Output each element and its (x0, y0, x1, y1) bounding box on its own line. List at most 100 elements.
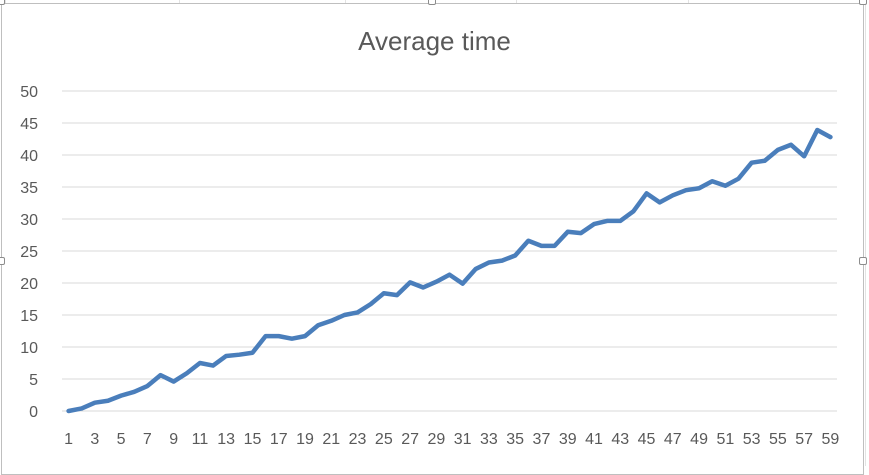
resize-handle-top-right[interactable] (859, 0, 867, 5)
x-tick-label: 41 (585, 431, 603, 448)
data-point (382, 291, 386, 295)
data-point (539, 244, 543, 248)
data-point (605, 219, 609, 223)
resize-handle-top-left[interactable] (0, 0, 5, 5)
x-tick-label: 59 (822, 431, 840, 448)
data-point (421, 285, 425, 289)
x-tick-label: 23 (349, 431, 367, 448)
series-line (66, 127, 833, 414)
data-point (513, 253, 517, 257)
data-point (277, 334, 281, 338)
data-point (329, 319, 333, 323)
data-point (211, 364, 215, 368)
x-tick-label: 47 (664, 431, 682, 448)
x-tick-label: 11 (192, 431, 209, 448)
data-point (750, 161, 754, 165)
y-tick-label: 15 (20, 308, 38, 325)
data-point (264, 334, 268, 338)
resize-handle-left[interactable] (0, 257, 5, 265)
data-point (145, 384, 149, 388)
data-point (303, 334, 307, 338)
x-tick-label: 53 (743, 431, 761, 448)
data-point (802, 154, 806, 158)
data-point (461, 282, 465, 286)
data-point (671, 193, 675, 197)
data-point (356, 310, 360, 314)
data-point (93, 401, 97, 405)
y-tick-label: 5 (29, 372, 38, 389)
data-point (618, 219, 622, 223)
x-tick-label: 15 (244, 431, 262, 448)
data-point (395, 293, 399, 297)
chart-title[interactable]: Average time (358, 26, 511, 56)
x-tick-label: 7 (143, 431, 152, 448)
data-point (815, 128, 819, 132)
data-point (408, 280, 412, 284)
data-point (579, 231, 583, 235)
x-tick-label: 1 (64, 431, 73, 448)
data-point (434, 280, 438, 284)
y-tick-label: 10 (20, 340, 38, 357)
y-tick-label: 40 (20, 148, 38, 165)
data-point (697, 186, 701, 190)
data-point (723, 184, 727, 188)
y-tick-label: 35 (20, 180, 38, 197)
data-point (526, 239, 530, 243)
y-tick-label: 50 (20, 84, 38, 101)
data-point (159, 373, 163, 377)
data-point (290, 337, 294, 341)
y-tick-label: 25 (20, 244, 38, 261)
sheet-gridline (865, 0, 866, 466)
x-tick-label: 37 (533, 431, 551, 448)
data-point (736, 177, 740, 181)
x-tick-label: 49 (690, 431, 708, 448)
x-tick-label: 35 (506, 431, 524, 448)
y-tick-label: 45 (20, 116, 38, 133)
data-point (828, 135, 832, 139)
data-point (369, 302, 373, 306)
data-point (67, 409, 71, 413)
data-point (684, 188, 688, 192)
data-point (342, 313, 346, 317)
data-point (763, 159, 767, 163)
data-point (566, 230, 570, 234)
data-point (553, 244, 557, 248)
data-point (448, 273, 452, 277)
data-point (224, 354, 228, 358)
y-tick-label: 0 (29, 404, 38, 421)
data-point (185, 371, 189, 375)
data-point (237, 353, 241, 357)
x-tick-label: 45 (638, 431, 656, 448)
x-tick-label: 13 (217, 431, 235, 448)
data-point (500, 259, 504, 263)
x-tick-label: 3 (90, 431, 99, 448)
data-point (198, 361, 202, 365)
data-point (80, 406, 84, 410)
x-tick-label: 5 (117, 431, 126, 448)
x-tick-label: 57 (795, 431, 813, 448)
x-tick-label: 27 (401, 431, 419, 448)
data-point (132, 390, 136, 394)
x-tick-label: 29 (427, 431, 445, 448)
x-tick-label: 55 (769, 431, 787, 448)
x-tick-label: 17 (270, 431, 288, 448)
data-point (106, 399, 110, 403)
resize-handle-top[interactable] (428, 0, 436, 5)
data-point (487, 261, 491, 265)
x-tick-label: 33 (480, 431, 498, 448)
x-tick-label: 21 (322, 431, 340, 448)
data-point (250, 351, 254, 355)
data-point (645, 191, 649, 195)
x-tick-label: 19 (296, 431, 314, 448)
y-tick-label: 20 (20, 276, 38, 293)
data-point (172, 380, 176, 384)
x-tick-label: 25 (375, 431, 393, 448)
data-point (592, 222, 596, 226)
resize-handle-right[interactable] (859, 257, 867, 265)
data-point (631, 209, 635, 213)
x-tick-label: 51 (716, 431, 734, 448)
x-tick-label: 39 (559, 431, 577, 448)
data-point (658, 200, 662, 204)
